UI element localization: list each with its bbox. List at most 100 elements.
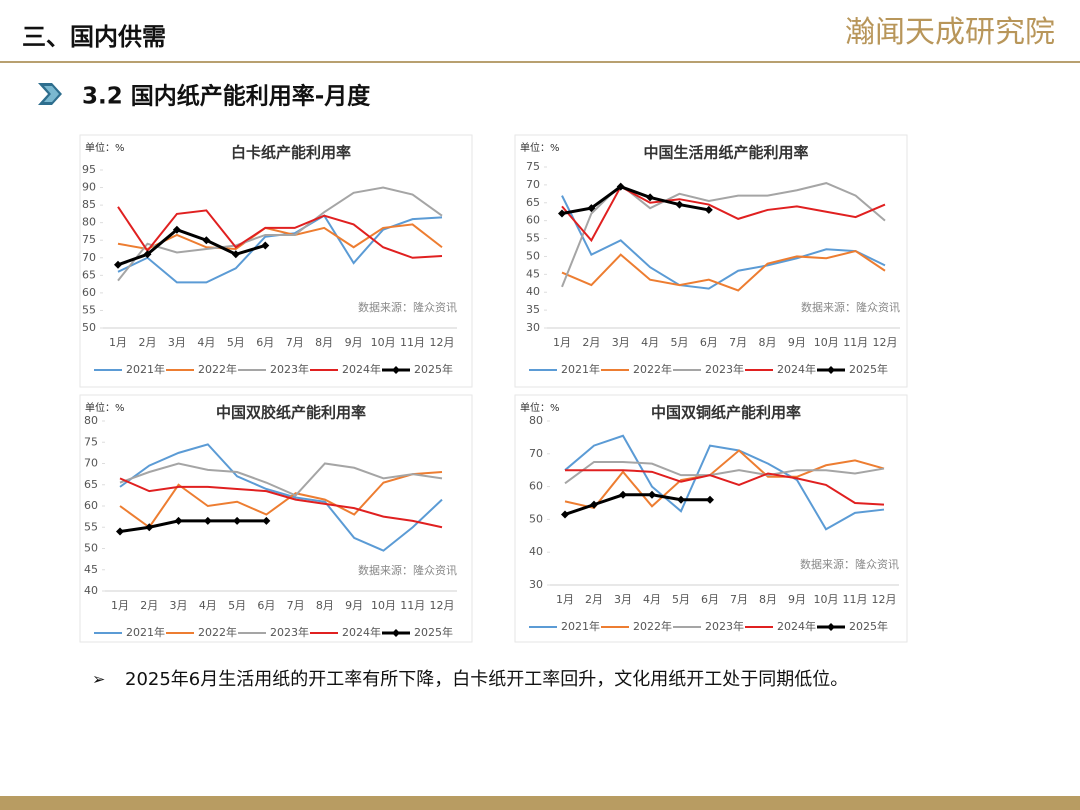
x-tick-label: 8月 bbox=[759, 593, 777, 606]
legend-label: 2021年 bbox=[561, 619, 600, 633]
logo: 瀚闻天成研究院 bbox=[845, 15, 1055, 50]
x-tick-label: 12月 bbox=[872, 593, 897, 606]
x-tick-label: 7月 bbox=[730, 593, 748, 606]
point-marker bbox=[587, 204, 596, 213]
legend-marker bbox=[827, 623, 835, 631]
series-line bbox=[561, 195, 886, 290]
point-marker bbox=[202, 236, 211, 245]
y-tick-label: 60 bbox=[526, 214, 540, 227]
y-tick-label: 70 bbox=[84, 457, 98, 470]
x-tick-label: 11月 bbox=[400, 599, 425, 612]
x-tick-label: 9月 bbox=[345, 336, 363, 349]
source-label: 数据来源：隆众资讯 bbox=[800, 557, 899, 571]
x-tick-label: 6月 bbox=[700, 336, 718, 349]
y-tick-label: 45 bbox=[526, 267, 540, 280]
series-line bbox=[119, 477, 443, 529]
chart-frame bbox=[514, 394, 908, 643]
series-line bbox=[117, 206, 443, 259]
x-tick-label: 3月 bbox=[170, 599, 188, 612]
section-icon-inner bbox=[44, 86, 59, 102]
x-tick-label: 10月 bbox=[371, 336, 396, 349]
series-line bbox=[565, 469, 885, 506]
x-tick-label: 4月 bbox=[197, 336, 215, 349]
x-tick-label: 1月 bbox=[111, 599, 129, 612]
chart-title: 中国生活用纸产能利用率 bbox=[643, 144, 808, 162]
y-tick-label: 80 bbox=[84, 414, 98, 427]
y-tick-label: 45 bbox=[84, 563, 98, 576]
point-marker bbox=[233, 516, 242, 525]
x-tick-label: 3月 bbox=[612, 336, 630, 349]
y-tick-label: 35 bbox=[526, 303, 540, 316]
y-tick-label: 80 bbox=[82, 216, 96, 229]
x-tick-label: 4月 bbox=[643, 593, 661, 606]
point-marker bbox=[590, 500, 598, 509]
x-tick-label: 12月 bbox=[430, 599, 455, 612]
y-tick-label: 65 bbox=[526, 196, 540, 209]
x-tick-label: 6月 bbox=[256, 336, 274, 349]
section-icon bbox=[38, 83, 62, 105]
source-label: 数据来源：隆众资讯 bbox=[358, 563, 457, 577]
x-tick-label: 1月 bbox=[109, 336, 127, 349]
x-tick-label: 10月 bbox=[814, 336, 839, 349]
x-tick-label: 3月 bbox=[614, 593, 632, 606]
legend-label: 2021年 bbox=[126, 625, 165, 639]
y-tick-label: 40 bbox=[526, 285, 540, 298]
unit-label: 单位：% bbox=[85, 401, 125, 414]
series-line bbox=[119, 471, 443, 529]
series-line bbox=[564, 434, 885, 531]
x-tick-label: 10月 bbox=[814, 593, 839, 606]
chart-frame bbox=[79, 394, 473, 643]
x-tick-label: 11月 bbox=[400, 336, 425, 349]
legend-label: 2023年 bbox=[270, 362, 309, 376]
series-line bbox=[561, 250, 886, 292]
x-tick-label: 8月 bbox=[315, 336, 333, 349]
point-marker bbox=[172, 225, 181, 234]
chart-title: 中国双铜纸产能利用率 bbox=[651, 404, 801, 422]
legend-label: 2024年 bbox=[342, 625, 381, 639]
y-tick-label: 75 bbox=[84, 435, 98, 448]
point-marker bbox=[262, 516, 271, 525]
y-tick-label: 55 bbox=[526, 232, 540, 245]
source-label: 数据来源：隆众资讯 bbox=[801, 300, 900, 314]
legend-label: 2025年 bbox=[414, 362, 453, 376]
x-tick-label: 9月 bbox=[788, 336, 806, 349]
series-line bbox=[561, 185, 886, 243]
point-marker bbox=[143, 250, 152, 259]
legend-label: 2023年 bbox=[705, 362, 744, 376]
point-marker bbox=[231, 250, 240, 259]
legend-label: 2024年 bbox=[342, 362, 381, 376]
y-tick-label: 75 bbox=[82, 233, 96, 246]
y-tick-label: 50 bbox=[529, 512, 543, 525]
chart-title: 中国双胶纸产能利用率 bbox=[216, 404, 366, 422]
x-tick-label: 9月 bbox=[345, 599, 363, 612]
series-line bbox=[564, 461, 885, 485]
y-tick-label: 65 bbox=[84, 478, 98, 491]
point-marker bbox=[145, 523, 154, 532]
y-tick-label: 95 bbox=[82, 163, 96, 176]
series-line bbox=[561, 184, 710, 215]
series-line bbox=[117, 186, 443, 282]
source-label: 数据来源：隆众资讯 bbox=[358, 300, 457, 314]
y-tick-label: 65 bbox=[82, 268, 96, 281]
x-tick-label: 9月 bbox=[788, 593, 806, 606]
y-tick-label: 70 bbox=[526, 178, 540, 191]
section-title: 3.2 国内纸产能利用率-月度 bbox=[82, 83, 371, 110]
y-tick-label: 75 bbox=[526, 160, 540, 173]
legend-label: 2022年 bbox=[633, 619, 672, 633]
x-tick-label: 12月 bbox=[430, 336, 455, 349]
x-tick-label: 5月 bbox=[227, 336, 245, 349]
y-tick-label: 30 bbox=[526, 321, 540, 334]
point-marker bbox=[648, 490, 656, 499]
series-line bbox=[564, 449, 885, 510]
x-tick-label: 4月 bbox=[199, 599, 217, 612]
point-marker bbox=[558, 209, 566, 218]
legend-marker bbox=[392, 366, 400, 374]
footer-bar bbox=[0, 796, 1080, 810]
bullet-text: 2025年6月生活用纸的开工率有所下降，白卡纸开工率回升，文化用纸开工处于同期低… bbox=[125, 669, 848, 690]
y-tick-label: 30 bbox=[529, 578, 543, 591]
y-tick-label: 90 bbox=[82, 181, 96, 194]
series-line bbox=[561, 182, 886, 288]
point-marker bbox=[675, 200, 684, 209]
